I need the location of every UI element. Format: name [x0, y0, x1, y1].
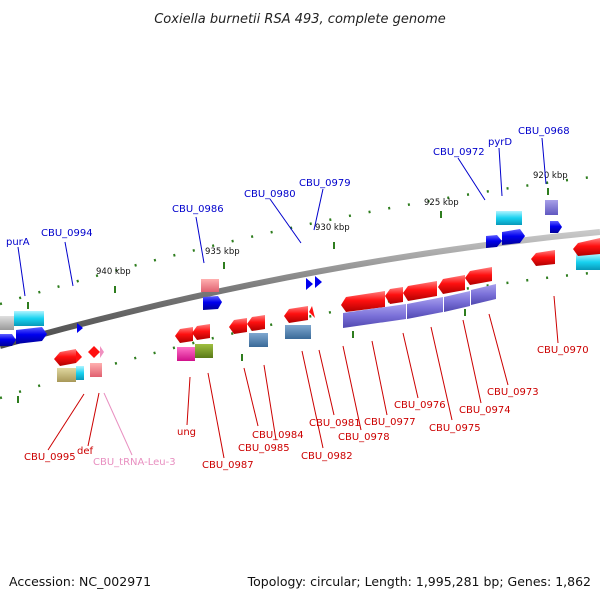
gene-label[interactable]: ung — [177, 427, 196, 438]
scale-label: 935 kbp — [205, 247, 240, 257]
gene-feature[interactable] — [545, 200, 558, 215]
gene-arrow[interactable] — [192, 324, 210, 340]
gene-feature[interactable] — [471, 284, 496, 305]
gene-label[interactable]: CBU_0987 — [202, 460, 254, 471]
gene-label[interactable]: pyrD — [488, 137, 512, 148]
accession-text: Accession: NC_002971 — [9, 574, 151, 589]
gene-arrow[interactable] — [0, 334, 16, 346]
gene-label[interactable]: CBU_0979 — [299, 178, 351, 189]
gene-feature[interactable] — [576, 254, 600, 270]
gene-label[interactable]: CBU_0982 — [301, 451, 353, 462]
gene-label[interactable]: CBU_0986 — [172, 204, 224, 215]
gene-label[interactable]: CBU_0968 — [518, 126, 570, 137]
gene-label[interactable]: CBU_0970 — [537, 345, 589, 356]
gene-label[interactable]: CBU_0980 — [244, 189, 296, 200]
forward-features — [0, 200, 600, 346]
gene-label[interactable]: CBU_0976 — [394, 400, 446, 411]
gene-arrow[interactable] — [100, 346, 104, 358]
scale-labels: 940 kbp 935 kbp 930 kbp 925 kbp 920 kbp — [96, 171, 568, 277]
gene-label[interactable]: CBU_0973 — [487, 387, 539, 398]
forward-leaders — [17, 137, 547, 297]
gene-feature[interactable] — [444, 291, 470, 312]
gene-arrow[interactable] — [315, 276, 322, 288]
reverse-leaders — [47, 295, 559, 459]
gene-arrow[interactable] — [573, 238, 600, 256]
gene-label[interactable]: CBU_0981 — [309, 418, 361, 429]
gene-arrow[interactable] — [76, 350, 82, 363]
gene-feature[interactable] — [343, 304, 406, 328]
gene-feature[interactable] — [57, 368, 76, 382]
tick-rows — [0, 174, 600, 403]
gene-arrow[interactable] — [77, 323, 83, 333]
gene-label[interactable]: def — [77, 446, 94, 457]
gene-arrow[interactable] — [284, 306, 308, 323]
gene-arrow[interactable] — [385, 287, 403, 304]
gene-arrow[interactable] — [229, 318, 247, 334]
scale-label: 920 kbp — [533, 171, 568, 181]
gene-label[interactable]: CBU_0974 — [459, 405, 511, 416]
gene-label[interactable]: CBU_0985 — [238, 443, 290, 454]
gene-label[interactable]: CBU_0975 — [429, 423, 481, 434]
scale-label: 930 kbp — [315, 223, 350, 233]
gene-label[interactable]: CBU_0978 — [338, 432, 390, 443]
gene-feature[interactable] — [407, 297, 443, 319]
gene-arrow[interactable] — [502, 229, 525, 245]
gene-feature[interactable] — [496, 211, 522, 225]
gene-feature[interactable] — [76, 366, 84, 380]
trna-leader — [103, 392, 133, 456]
reverse-features — [54, 238, 600, 382]
gene-arrow[interactable] — [438, 275, 465, 294]
gene-label[interactable]: CBU_0972 — [433, 147, 485, 158]
scale-label: 940 kbp — [96, 267, 131, 277]
gene-label[interactable]: CBU_0995 — [24, 452, 76, 463]
gene-label[interactable]: CBU_0984 — [252, 430, 304, 441]
gene-arrow[interactable] — [531, 250, 555, 266]
gene-arrow[interactable] — [465, 267, 492, 285]
gene-arrow[interactable] — [309, 306, 315, 318]
gene-arrow[interactable] — [341, 291, 385, 312]
gene-feature[interactable] — [90, 363, 102, 377]
gene-feature[interactable] — [0, 316, 14, 330]
gene-arrow[interactable] — [486, 235, 502, 248]
gene-arrow[interactable] — [16, 327, 47, 344]
gene-arrow[interactable] — [54, 349, 76, 366]
gene-feature[interactable] — [177, 347, 195, 361]
gene-label[interactable]: purA — [6, 237, 30, 248]
genome-summary: Topology: circular; Length: 1,995,281 bp… — [247, 574, 591, 589]
gene-arrow[interactable] — [306, 278, 313, 290]
gene-arrow[interactable] — [88, 346, 100, 358]
gene-feature[interactable] — [14, 311, 44, 326]
gene-label[interactable]: CBU_0977 — [364, 417, 416, 428]
gene-arrow[interactable] — [403, 281, 437, 301]
gene-feature[interactable] — [285, 325, 311, 339]
gene-feature[interactable] — [249, 333, 268, 347]
gene-arrow[interactable] — [550, 221, 562, 233]
trna-label[interactable]: CBU_tRNA-Leu-3 — [93, 457, 176, 468]
gene-arrow[interactable] — [203, 296, 222, 310]
scale-label: 925 kbp — [424, 198, 459, 208]
gene-arrow[interactable] — [175, 327, 193, 343]
gene-feature[interactable] — [195, 344, 213, 358]
gene-feature[interactable] — [201, 279, 219, 292]
gene-arrow[interactable] — [247, 315, 265, 331]
gene-label[interactable]: CBU_0994 — [41, 228, 93, 239]
map-title: Coxiella burnetii RSA 493, complete geno… — [154, 12, 446, 27]
